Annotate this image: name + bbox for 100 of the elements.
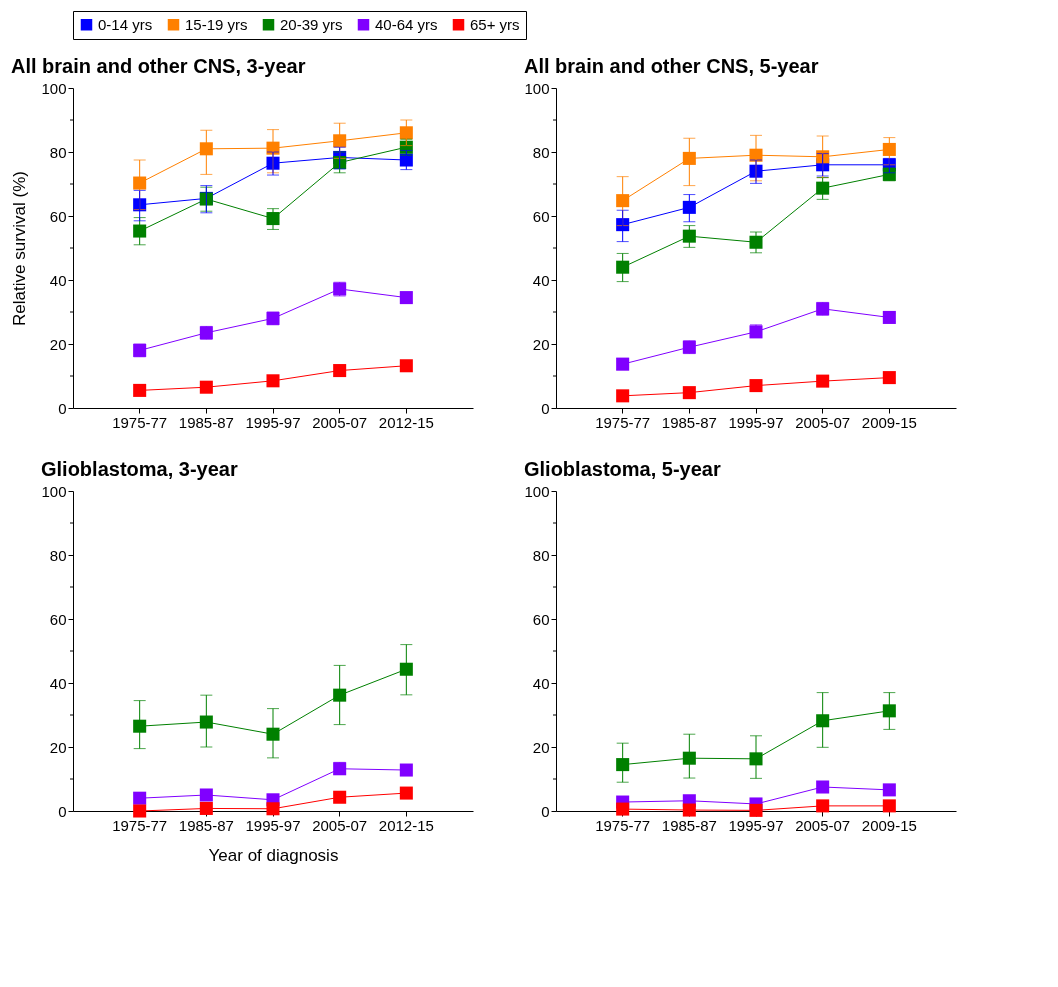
y-tick-label: 60	[532, 207, 550, 225]
x-tick-label: 2005-07	[795, 816, 851, 834]
point	[816, 799, 830, 813]
legend-label: 0-14 yrs	[98, 15, 153, 33]
x-tick-label: 1995-97	[245, 413, 301, 431]
point	[749, 803, 763, 817]
point	[616, 389, 630, 403]
point	[616, 758, 630, 772]
point	[199, 788, 213, 802]
point	[816, 374, 830, 388]
y-tick-label: 100	[524, 482, 550, 500]
x-tick-label: 1975-77	[595, 816, 651, 834]
y-tick-label: 100	[41, 79, 67, 97]
point	[682, 200, 696, 214]
point	[882, 799, 896, 813]
point	[266, 802, 280, 816]
point	[749, 164, 763, 178]
point	[616, 260, 630, 274]
point	[333, 790, 347, 804]
y-tick-label: 0	[58, 399, 67, 417]
point	[882, 142, 896, 156]
point	[399, 662, 413, 676]
point	[266, 156, 280, 170]
y-tick-label: 40	[49, 674, 67, 692]
point	[266, 141, 280, 155]
chart-title: Glioblastoma, 3-year	[40, 458, 238, 480]
y-tick-label: 60	[532, 610, 550, 628]
y-axis-title: Relative survival (%)	[10, 171, 30, 326]
chart-title: All brain and other CNS, 5-year	[523, 55, 819, 77]
point	[266, 212, 280, 226]
y-tick-label: 100	[524, 79, 550, 97]
x-tick-label: 1995-97	[728, 816, 784, 834]
point	[682, 151, 696, 165]
x-tick-label: 1995-97	[245, 816, 301, 834]
x-tick-label: 1985-87	[178, 413, 234, 431]
legend-label: 15-19 yrs	[185, 15, 248, 33]
y-tick-label: 100	[41, 482, 67, 500]
point	[682, 229, 696, 243]
x-tick-label: 2009-15	[861, 816, 917, 834]
y-tick-label: 20	[49, 738, 67, 756]
x-tick-label: 2005-07	[312, 816, 368, 834]
legend-label: 65+ yrs	[470, 15, 520, 33]
point	[882, 704, 896, 718]
y-tick-label: 0	[58, 802, 67, 820]
point	[133, 176, 147, 190]
point	[133, 791, 147, 805]
x-tick-label: 1975-77	[112, 816, 168, 834]
x-tick-label: 1975-77	[112, 413, 168, 431]
y-tick-label: 80	[532, 143, 550, 161]
point	[333, 364, 347, 378]
point	[266, 374, 280, 388]
y-tick-label: 60	[49, 610, 67, 628]
y-tick-label: 20	[532, 738, 550, 756]
x-tick-label: 2012-15	[378, 413, 434, 431]
y-tick-label: 80	[49, 143, 67, 161]
y-tick-label: 40	[532, 674, 550, 692]
point	[399, 126, 413, 140]
x-tick-label: 2005-07	[795, 413, 851, 431]
y-tick-label: 20	[532, 335, 550, 353]
y-tick-label: 40	[532, 271, 550, 289]
point	[616, 194, 630, 208]
point	[816, 181, 830, 195]
point	[399, 359, 413, 373]
point	[333, 688, 347, 702]
point	[333, 134, 347, 148]
x-tick-label: 1975-77	[595, 413, 651, 431]
y-tick-label: 60	[49, 207, 67, 225]
point	[816, 780, 830, 794]
point	[882, 783, 896, 797]
y-tick-label: 0	[541, 802, 550, 820]
point	[399, 786, 413, 800]
point	[133, 719, 147, 733]
point	[682, 751, 696, 765]
y-tick-label: 40	[49, 271, 67, 289]
point	[816, 714, 830, 728]
point	[199, 715, 213, 729]
point	[616, 802, 630, 816]
legend-label: 40-64 yrs	[375, 15, 438, 33]
point	[749, 235, 763, 249]
y-tick-label: 80	[532, 546, 550, 564]
point	[682, 803, 696, 817]
point	[199, 801, 213, 815]
point	[749, 148, 763, 162]
x-tick-label: 1985-87	[178, 816, 234, 834]
x-axis-title: Year of diagnosis	[208, 845, 339, 865]
x-tick-label: 2005-07	[312, 413, 368, 431]
legend-label: 20-39 yrs	[280, 15, 343, 33]
point	[682, 386, 696, 400]
x-tick-label: 1995-97	[728, 413, 784, 431]
x-tick-label: 2009-15	[861, 413, 917, 431]
point	[133, 804, 147, 818]
point	[199, 380, 213, 394]
point	[882, 371, 896, 385]
point	[749, 752, 763, 766]
chart-title: All brain and other CNS, 3-year	[10, 55, 306, 77]
chart-title: Glioblastoma, 5-year	[523, 458, 721, 480]
y-tick-label: 80	[49, 546, 67, 564]
point	[399, 763, 413, 777]
point	[133, 383, 147, 397]
point	[199, 142, 213, 156]
